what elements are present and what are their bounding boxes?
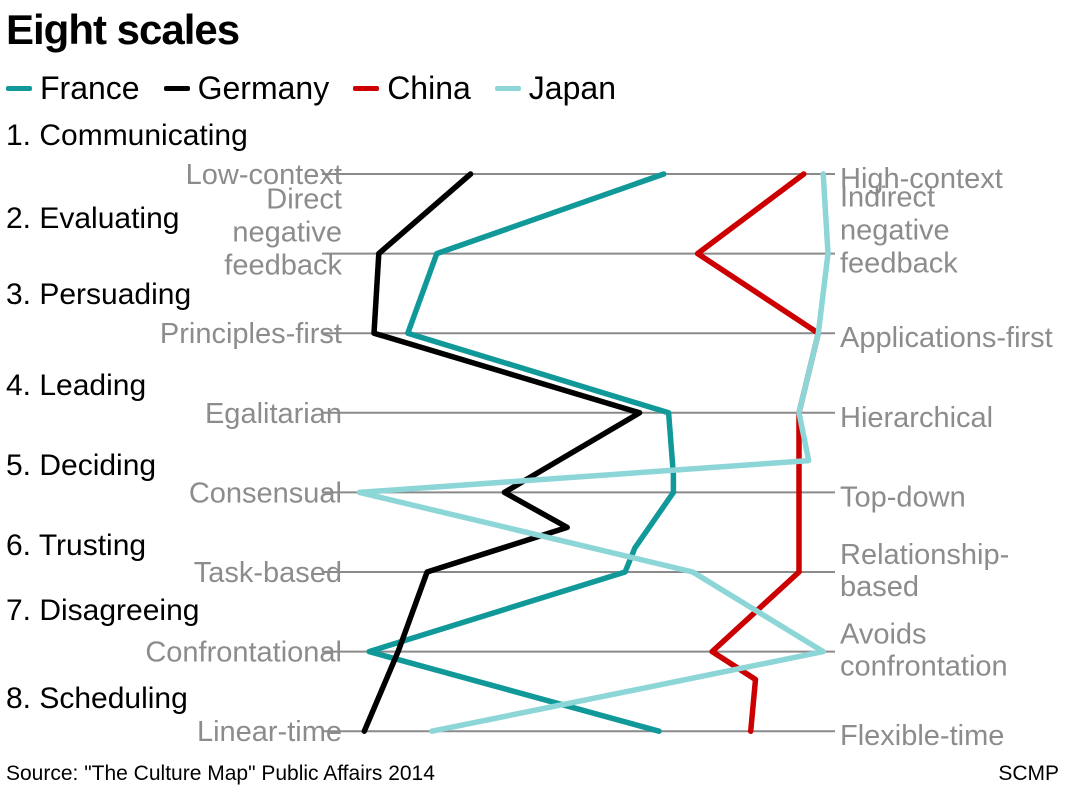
series-line-japan	[356, 171, 831, 734]
chart-title: Eight scales	[6, 6, 240, 53]
scale-category-label: 5. Deciding	[6, 449, 156, 482]
right-pole-label: Flexible-time	[840, 720, 1004, 752]
right-pole-label: feedback	[840, 248, 958, 280]
right-pole-label: Indirect	[840, 182, 935, 214]
legend-swatch-japan	[494, 85, 521, 91]
right-pole-label: High-context	[840, 163, 1003, 195]
left-pole-label: Linear-time	[197, 716, 342, 748]
right-pole-label: negative	[840, 215, 950, 247]
scale-category-label: 1. Communicating	[6, 119, 248, 152]
left-pole-label: Low-context	[186, 159, 342, 191]
legend-label-germany: Germany	[197, 69, 330, 106]
right-pole-label: based	[840, 571, 919, 603]
source-note: Source: "The Culture Map" Public Affairs…	[6, 762, 435, 785]
left-pole-label: Direct	[266, 184, 342, 216]
publisher-credit: SCMP	[998, 762, 1059, 785]
legend: France Germany China Japan	[6, 68, 640, 108]
series-line-germany	[361, 171, 643, 734]
scale-category-label: 7. Disagreeing	[6, 594, 199, 627]
left-pole-label: negative	[232, 217, 342, 249]
right-pole-label: Top-down	[840, 481, 966, 513]
left-pole-label: Confrontational	[145, 637, 342, 669]
right-pole-label: Hierarchical	[840, 402, 993, 434]
scale-category-label: 3. Persuading	[6, 278, 191, 311]
legend-swatch-france	[6, 85, 32, 91]
legend-item-germany: Germany	[163, 69, 330, 107]
left-pole-label: feedback	[224, 250, 342, 282]
scale-category-label: 8. Scheduling	[6, 682, 188, 715]
right-pole-label: Avoids	[840, 619, 927, 651]
right-pole-label: Applications-first	[840, 322, 1053, 354]
left-pole-label: Principles-first	[160, 318, 342, 350]
legend-label-china: China	[387, 69, 471, 106]
legend-item-china: China	[353, 70, 471, 107]
legend-swatch-germany	[163, 85, 190, 91]
left-pole-label: Task-based	[194, 557, 342, 589]
right-pole-label: confrontation	[840, 651, 1008, 683]
legend-item-france: France	[6, 70, 140, 107]
scale-category-label: 6. Trusting	[6, 529, 146, 562]
left-pole-label: Consensual	[189, 477, 342, 509]
scale-category-label: 4. Leading	[6, 369, 146, 402]
scale-category-label: 2. Evaluating	[6, 202, 179, 235]
right-pole-label: Relationship-	[840, 539, 1009, 571]
legend-item-japan: Japan	[494, 69, 616, 107]
series-line-france	[366, 171, 677, 734]
series-line-china	[694, 171, 822, 734]
legend-label-france: France	[40, 69, 140, 106]
legend-label-japan: Japan	[528, 69, 616, 106]
legend-swatch-china	[353, 85, 380, 91]
left-pole-label: Egalitarian	[205, 398, 342, 430]
